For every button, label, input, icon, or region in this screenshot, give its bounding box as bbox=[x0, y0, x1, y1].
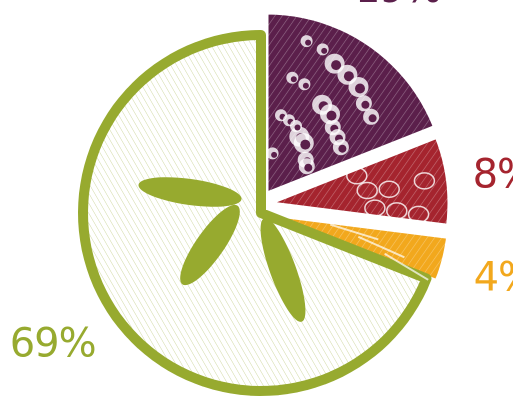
blueberry-shade bbox=[290, 76, 297, 83]
raspberry-decor bbox=[378, 180, 400, 199]
blueberry-shade bbox=[321, 47, 328, 54]
raspberry-decor bbox=[356, 181, 378, 200]
blueberry-shade bbox=[338, 144, 347, 153]
peach-decor bbox=[384, 252, 429, 281]
labels-layer: 19% 8% 4% 69% bbox=[10, 0, 513, 367]
blueberry-shade bbox=[300, 139, 311, 150]
blueberry-shade bbox=[361, 100, 370, 109]
leaf-vent-decor bbox=[138, 177, 242, 207]
slice-percent-label: 69% bbox=[10, 321, 96, 367]
peach-decor bbox=[357, 235, 405, 259]
raspberry-decor bbox=[413, 172, 436, 190]
pie-slice bbox=[78, 30, 432, 396]
peach-decor bbox=[329, 223, 379, 241]
blueberry-shade bbox=[343, 71, 354, 82]
pie-slice bbox=[270, 135, 451, 227]
blueberry-shade bbox=[304, 163, 313, 172]
decor-layer bbox=[138, 35, 436, 322]
blueberry-shade bbox=[331, 60, 342, 71]
slice-percent-label: 4% bbox=[474, 255, 513, 301]
slice-percent-label: 8% bbox=[473, 151, 513, 197]
blueberry-shade bbox=[368, 114, 377, 123]
crust-texture bbox=[83, 35, 427, 391]
raspberry-decor bbox=[386, 202, 408, 220]
raspberry-decor bbox=[364, 199, 386, 217]
slice-percent-label: 19% bbox=[355, 0, 441, 12]
raspberry-decor bbox=[407, 205, 430, 224]
blueberry-shade bbox=[294, 124, 301, 131]
blueberry-shade bbox=[355, 83, 365, 94]
blueberry-shade bbox=[326, 110, 337, 121]
leaf-vent-decor bbox=[180, 204, 240, 286]
blueberry-shade bbox=[271, 151, 278, 158]
leaf-vent-decor bbox=[260, 218, 306, 322]
raspberry-decor bbox=[346, 167, 368, 185]
filling-texture bbox=[271, 137, 449, 226]
blueberry-shade bbox=[302, 82, 309, 89]
blueberry-shade bbox=[305, 39, 312, 46]
slices-layer bbox=[78, 11, 451, 396]
